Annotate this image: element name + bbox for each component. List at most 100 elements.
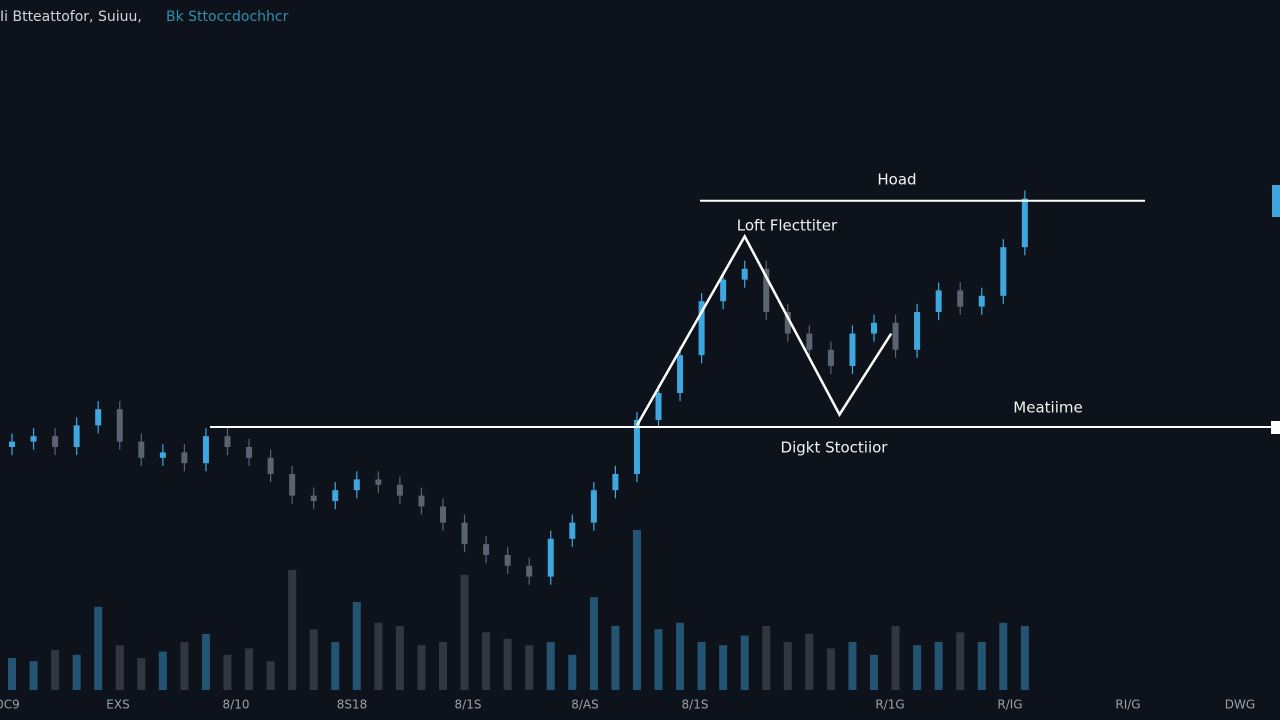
- x-tick-label: R/1G: [875, 698, 904, 712]
- candle-body: [720, 279, 727, 302]
- candle-body: [784, 312, 791, 334]
- candle-body: [138, 441, 145, 458]
- candle-body: [698, 301, 705, 356]
- volume-bar: [72, 654, 81, 690]
- head-label: Hoad: [877, 171, 916, 189]
- price-marker: [1272, 185, 1280, 217]
- volume-bar: [395, 626, 404, 690]
- volume-bar: [180, 642, 189, 690]
- volume-bar: [201, 634, 210, 690]
- x-tick-label: 8/1S: [682, 698, 709, 712]
- volume-bar: [891, 626, 900, 690]
- volume-bar: [870, 654, 878, 690]
- volume-bar: [223, 654, 232, 690]
- shoulder-label: Digkt Stoctiior: [781, 439, 889, 457]
- candle-body: [741, 268, 748, 280]
- volume-bar: [632, 530, 641, 690]
- candle-body: [914, 312, 921, 350]
- candle-body: [116, 409, 123, 442]
- candle-body: [483, 544, 490, 555]
- candle-body: [30, 436, 37, 442]
- candle-body: [159, 452, 166, 458]
- volume-bar: [697, 642, 706, 690]
- x-tick-label: R/IG: [997, 698, 1022, 712]
- title: Ii Btteattofor, Suiuu,: [0, 9, 142, 25]
- volume-bar: [137, 658, 146, 690]
- x-tick-label: 8/AS: [571, 698, 599, 712]
- candle-body: [849, 333, 856, 366]
- volume-bar: [503, 638, 512, 690]
- candle-body: [73, 425, 80, 447]
- volume-bar: [848, 642, 857, 690]
- candle-body: [440, 506, 446, 523]
- volume-bar: [719, 645, 728, 690]
- candle-body: [827, 349, 834, 366]
- volume-bar: [352, 602, 361, 690]
- candle-body: [806, 333, 813, 350]
- volume-bar: [8, 658, 16, 690]
- volume-bar: [482, 632, 491, 690]
- candle-body: [202, 436, 209, 464]
- volume-bar: [288, 570, 297, 690]
- volume-bar: [826, 648, 835, 690]
- candle-body: [289, 474, 296, 496]
- volume-bar: [115, 645, 124, 690]
- volume-bar: [676, 622, 685, 690]
- candle-body: [677, 355, 684, 393]
- volume-bar: [999, 622, 1008, 690]
- candle-body: [547, 538, 554, 577]
- candle-body: [763, 268, 770, 312]
- volume-bar: [805, 634, 814, 690]
- volume-bar: [94, 606, 103, 690]
- volume-bar: [158, 651, 167, 690]
- x-tick-label: EXS: [106, 698, 129, 712]
- volume-bar: [245, 648, 254, 690]
- candle-body: [612, 474, 619, 491]
- candle-body: [224, 436, 231, 447]
- volume-bar: [654, 629, 663, 690]
- pattern-line: [635, 233, 893, 427]
- volume-bar: [589, 597, 598, 690]
- volume-bar: [460, 574, 469, 690]
- candle-body: [590, 490, 597, 523]
- volume-bar: [266, 661, 275, 690]
- volume-bar: [783, 642, 792, 690]
- volume-bar: [762, 626, 771, 690]
- candle-body: [95, 409, 102, 426]
- candle-body: [181, 452, 188, 464]
- candle-body: [526, 565, 533, 577]
- volume-bar: [913, 645, 922, 690]
- x-tick-label: 8/10: [223, 698, 250, 712]
- candle-body: [310, 495, 317, 501]
- candle-body: [418, 495, 425, 507]
- candle-body: [246, 447, 253, 458]
- volume-bar: [611, 626, 620, 690]
- x-tick-label: RI/G: [1115, 698, 1140, 712]
- volume-bar: [525, 645, 534, 690]
- candle-body: [655, 393, 662, 420]
- subtitle: Bk Sttoccdochhcr: [166, 9, 289, 25]
- candle-body: [332, 490, 339, 501]
- candle-body: [957, 290, 964, 307]
- candle-body: [375, 479, 382, 485]
- volume-bar: [29, 661, 38, 690]
- volume-bar: [977, 642, 986, 690]
- candle-body: [396, 484, 403, 496]
- volume-bar: [740, 635, 749, 690]
- candle-body: [1021, 198, 1028, 248]
- candle-body: [1000, 247, 1007, 296]
- candle-body: [569, 522, 576, 539]
- candle-body: [9, 441, 15, 447]
- neckline-marker: [1271, 421, 1280, 434]
- volume-bar: [309, 629, 318, 690]
- volume-bar: [1020, 626, 1029, 690]
- candle-body: [892, 322, 899, 350]
- volume-bar: [331, 642, 340, 690]
- volume-bar: [546, 642, 555, 690]
- neckline-label: Meatiime: [1013, 399, 1082, 417]
- candle-body: [353, 479, 360, 491]
- candle-body: [267, 457, 274, 474]
- volume-bar: [51, 650, 60, 690]
- candle-body: [461, 522, 468, 545]
